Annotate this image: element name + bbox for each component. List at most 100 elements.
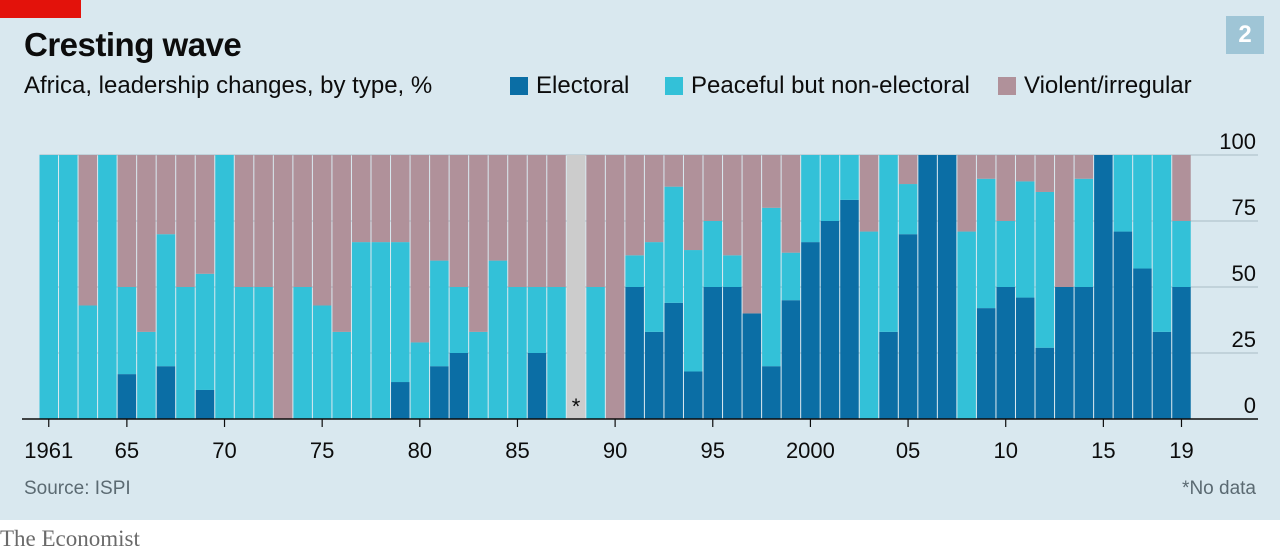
bar-peaceful-1983: [469, 331, 488, 419]
bar-violent-1963: [78, 155, 98, 306]
bar-violent-2014: [1074, 155, 1094, 179]
bar-peaceful-1970: [215, 155, 234, 419]
bar-peaceful-1979: [391, 242, 410, 383]
bar-peaceful-1978: [371, 242, 391, 419]
bar-violent-2011: [1016, 155, 1035, 182]
bar-violent-1980: [410, 155, 430, 343]
y-tick-label-100: 100: [1219, 129, 1256, 154]
bar-peaceful-1996: [723, 255, 742, 287]
y-axis-labels: 0 25 50 75 100: [1219, 129, 1256, 418]
x-tick-label-1980: 80: [408, 438, 432, 463]
bar-peaceful-1995: [703, 221, 723, 287]
bar-peaceful-1984: [488, 260, 508, 419]
x-tick-label-2005: 05: [896, 438, 920, 463]
bar-violent-1997: [742, 155, 762, 314]
bar-peaceful-2017: [1133, 155, 1152, 269]
legend-swatch-violent: [998, 77, 1016, 95]
bar-peaceful-1967: [156, 234, 176, 367]
bar-violent-1978: [371, 155, 391, 243]
bar-electoral-2000: [801, 242, 820, 419]
bar-peaceful-1998: [762, 207, 781, 367]
bar-peaceful-2000: [801, 155, 820, 243]
legend-swatch-peaceful: [665, 77, 683, 95]
bar-violent-1982: [449, 155, 469, 287]
bar-peaceful-2005: [898, 184, 918, 235]
bar-violent-2008: [957, 155, 976, 232]
bar-peaceful-1992: [644, 242, 664, 332]
bar-electoral-1965: [117, 374, 137, 419]
bar-electoral-1986: [527, 353, 547, 419]
y-tick-label-75: 75: [1232, 195, 1256, 220]
bar-electoral-2010: [996, 287, 1015, 419]
bar-no-data-1988: [566, 155, 586, 419]
y-tick-label-25: 25: [1232, 327, 1256, 352]
y-tick-label-0: 0: [1244, 393, 1256, 418]
bar-peaceful-2019: [1172, 221, 1191, 287]
bar-electoral-2001: [820, 221, 840, 419]
bar-electoral-2009: [976, 308, 996, 419]
bar-peaceful-1977: [351, 242, 371, 419]
bar-peaceful-2010: [996, 221, 1015, 287]
bar-electoral-1995: [703, 287, 723, 419]
bar-electoral-2007: [937, 155, 957, 419]
bar-violent-1979: [391, 155, 410, 243]
bar-peaceful-1963: [78, 305, 98, 419]
bar-violent-2009: [976, 155, 996, 179]
bar-electoral-2005: [898, 234, 918, 419]
bar-violent-1990: [605, 155, 625, 419]
bar-peaceful-2012: [1035, 191, 1055, 348]
bar-peaceful-1972: [254, 287, 273, 419]
bar-violent-2013: [1055, 155, 1074, 287]
bar-electoral-1992: [644, 331, 664, 419]
bar-electoral-2017: [1133, 268, 1152, 419]
bar-violent-1968: [176, 155, 195, 287]
bar-violent-1996: [723, 155, 742, 256]
bar-electoral-1979: [391, 382, 410, 419]
bar-violent-1991: [625, 155, 644, 256]
bar-violent-1972: [254, 155, 273, 287]
publisher-brand: The Economist: [0, 526, 140, 551]
bar-peaceful-1981: [430, 260, 449, 367]
x-tick-label-2010: 10: [993, 438, 1017, 463]
bar-violent-1969: [195, 155, 215, 274]
bar-peaceful-2009: [976, 178, 996, 309]
legend-label-violent: Violent/irregular: [1024, 72, 1192, 99]
bar-peaceful-2002: [840, 155, 859, 200]
bar-violent-1983: [469, 155, 488, 332]
bar-peaceful-1987: [547, 287, 566, 419]
bar-electoral-1981: [430, 366, 449, 419]
bar-violent-1992: [644, 155, 664, 243]
bar-peaceful-1994: [683, 250, 703, 372]
bar-electoral-2006: [918, 155, 937, 419]
bar-violent-2003: [859, 155, 879, 232]
bar-violent-1966: [137, 155, 156, 332]
bar-peaceful-1962: [59, 155, 78, 419]
bar-violent-1986: [527, 155, 547, 287]
x-axis: [22, 418, 1258, 427]
bar-peaceful-1968: [176, 287, 195, 419]
bar-violent-1989: [586, 155, 605, 287]
x-tick-label-2000: 2000: [786, 438, 835, 463]
bar-peaceful-1999: [781, 252, 801, 301]
bar-peaceful-1975: [312, 305, 332, 419]
bar-violent-1971: [234, 155, 254, 287]
bar-violent-1967: [156, 155, 176, 235]
x-tick-label-2019: 19: [1169, 438, 1193, 463]
bar-violent-1965: [117, 155, 137, 287]
bar-violent-1977: [351, 155, 371, 243]
bar-peaceful-1971: [234, 287, 254, 419]
bar-peaceful-1961: [39, 155, 58, 419]
y-tick-label-50: 50: [1232, 261, 1256, 286]
bar-violent-2012: [1035, 155, 1055, 192]
bar-violent-1999: [781, 155, 801, 253]
bar-peaceful-1993: [664, 186, 683, 303]
bar-peaceful-1982: [449, 287, 469, 353]
bar-peaceful-1986: [527, 287, 547, 353]
bar-peaceful-1991: [625, 255, 644, 287]
bar-electoral-1982: [449, 353, 469, 419]
bar-peaceful-1980: [410, 342, 430, 419]
bar-violent-1984: [488, 155, 508, 261]
chart-title: Cresting wave: [24, 26, 242, 63]
no-data-footnote: *No data: [1182, 478, 1256, 499]
